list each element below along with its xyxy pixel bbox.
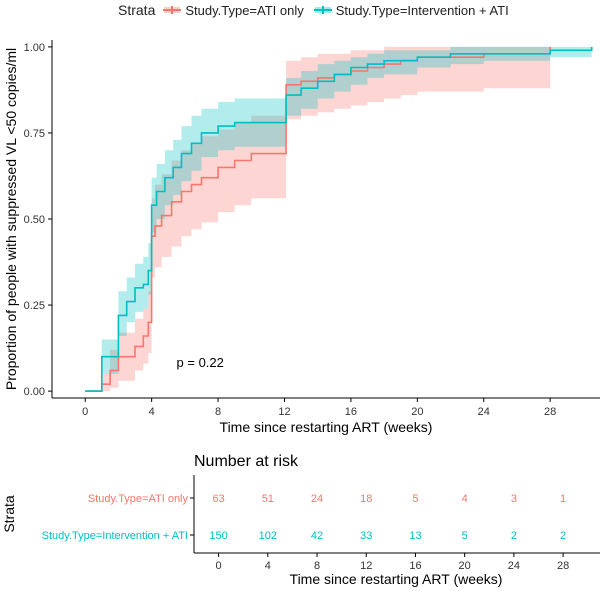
x-tick-label: 0 — [82, 406, 88, 418]
risk-count: 42 — [311, 530, 323, 542]
risk-x-tick-label: 20 — [459, 560, 471, 572]
x-tick-label: 12 — [278, 406, 290, 418]
x-tick-label: 24 — [478, 406, 490, 418]
risk-count: 51 — [262, 493, 274, 505]
number-at-risk-table: Number at risk Study.Type=ATI only 63 51 24… — [1, 453, 600, 587]
risk-count: 1 — [560, 493, 566, 505]
risk-y-axis-title: Strata — [1, 495, 17, 533]
x-tick-label: 20 — [411, 406, 423, 418]
risk-count: 33 — [360, 530, 372, 542]
x-tick-label: 8 — [215, 406, 221, 418]
legend-label-ati-only: Study.Type=ATI only — [185, 2, 304, 18]
risk-count: 4 — [462, 493, 468, 505]
survival-curves — [85, 46, 593, 392]
risk-x-axis-title: Time since restarting ART (weeks) — [290, 571, 503, 587]
y-tick-label: 0.00 — [24, 386, 45, 398]
x-tick-label: 28 — [544, 406, 556, 418]
survival-plot: 0 4 8 12 16 20 24 28 0.00 0.25 0.50 0.75 1.00 p = 0.… — [3, 40, 600, 435]
risk-count: 24 — [311, 493, 323, 505]
legend-title: Strata — [118, 2, 156, 18]
legend-item-ati-only: Study.Type=ATI only — [163, 2, 304, 18]
risk-x-tick-label: 4 — [265, 560, 271, 572]
legend-key-tick — [321, 6, 324, 14]
legend-key-ati-only — [163, 3, 182, 17]
risk-count: 63 — [212, 493, 224, 505]
risk-count: 18 — [360, 493, 372, 505]
axis-ticks: 0 4 8 12 16 20 24 28 0.00 0.25 0.50 0.75 1.00 — [24, 42, 557, 418]
y-tick-label: 0.25 — [24, 300, 45, 312]
risk-count: 102 — [259, 530, 277, 542]
risk-count: 5 — [462, 530, 468, 542]
risk-count: 3 — [511, 493, 517, 505]
risk-strata-label: Study.Type=ATI only — [88, 493, 189, 505]
risk-count: 2 — [560, 530, 566, 542]
risk-strata-label: Study.Type=Intervention + ATI — [42, 530, 188, 542]
risk-count: 5 — [412, 493, 418, 505]
x-tick-label: 4 — [149, 406, 155, 418]
legend: Strata Study.Type=ATI only Study.Type=In… — [118, 0, 519, 20]
y-tick-label: 1.00 — [24, 42, 45, 54]
y-axis-title: Proportion of people with suppressed VL … — [3, 48, 19, 390]
legend-item-intervention-ati: Study.Type=Intervention + ATI — [313, 2, 509, 18]
risk-x-tick-label: 28 — [557, 560, 569, 572]
x-axis-title: Time since restarting ART (weeks) — [220, 419, 433, 435]
risk-x-tick-label: 16 — [409, 560, 421, 572]
risk-axis-ticks: 0 4 8 12 16 20 24 28 — [216, 553, 569, 572]
risk-table-title: Number at risk — [194, 453, 299, 470]
risk-x-tick-label: 12 — [360, 560, 372, 572]
risk-count: 2 — [511, 530, 517, 542]
survival-line-ati-only — [85, 46, 552, 392]
risk-x-tick-label: 8 — [314, 560, 320, 572]
risk-counts: Study.Type=ATI only 63 51 24 18 5 4 3 1 Study.Typ… — [42, 493, 567, 542]
risk-count: 13 — [409, 530, 421, 542]
p-value-annotation: p = 0.22 — [177, 355, 224, 370]
y-tick-label: 0.75 — [24, 128, 45, 140]
risk-x-tick-label: 0 — [216, 560, 222, 572]
risk-count: 150 — [209, 530, 227, 542]
survival-line-intervention-ati — [85, 46, 593, 392]
y-tick-label: 0.50 — [24, 214, 45, 226]
legend-key-tick — [171, 6, 174, 14]
risk-x-tick-label: 24 — [508, 560, 520, 572]
x-tick-label: 16 — [345, 406, 357, 418]
legend-label-intervention-ati: Study.Type=Intervention + ATI — [335, 2, 509, 18]
legend-key-intervention-ati — [313, 3, 332, 17]
